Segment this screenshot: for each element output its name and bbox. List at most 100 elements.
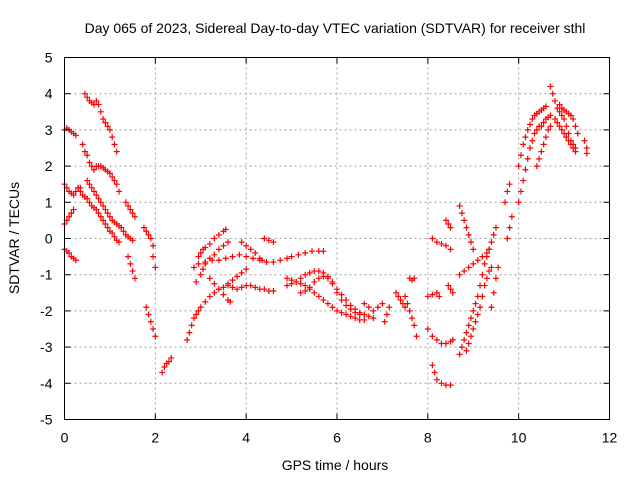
data-point-marker <box>477 304 484 311</box>
data-point-marker <box>490 289 497 296</box>
data-point-marker <box>483 249 490 256</box>
x-tick-label: 2 <box>151 430 159 446</box>
data-point-marker <box>320 297 327 304</box>
data-point-marker <box>449 289 456 296</box>
data-point-marker <box>320 273 327 280</box>
data-point-marker <box>343 311 350 318</box>
data-point-marker <box>190 315 197 322</box>
data-point-marker <box>458 210 465 217</box>
series-arc-15 <box>193 239 231 285</box>
series-arc-24 <box>297 273 363 318</box>
data-point-marker <box>490 231 497 238</box>
data-point-marker <box>431 369 438 376</box>
data-point-marker <box>533 163 540 170</box>
data-point-marker <box>361 300 368 307</box>
data-point-marker <box>347 306 354 313</box>
data-point-marker <box>438 380 445 387</box>
data-point-marker <box>517 152 524 159</box>
data-point-marker <box>70 192 77 199</box>
data-point-marker <box>379 300 386 307</box>
data-point-marker <box>206 275 213 282</box>
data-point-marker <box>488 304 495 311</box>
data-point-marker <box>567 112 574 119</box>
data-point-marker <box>483 275 490 282</box>
data-point-marker <box>150 242 157 249</box>
data-point-marker <box>193 278 200 285</box>
data-points <box>61 83 590 389</box>
data-point-marker <box>561 130 568 137</box>
y-tick-label: -4 <box>40 375 53 391</box>
data-point-marker <box>161 364 168 371</box>
y-tick-label: 0 <box>45 231 53 247</box>
data-point-marker <box>504 188 511 195</box>
data-point-marker <box>302 282 309 289</box>
data-point-marker <box>472 318 479 325</box>
data-point-marker <box>79 141 86 148</box>
data-point-marker <box>186 329 193 336</box>
data-point-marker <box>411 322 418 329</box>
x-tick-label: 4 <box>242 430 250 446</box>
series-arc-27 <box>393 289 409 311</box>
series-arc-35 <box>445 282 456 296</box>
data-point-marker <box>488 239 495 246</box>
data-point-marker <box>68 210 75 217</box>
data-point-marker <box>229 277 236 284</box>
series-arc-37 <box>463 264 495 354</box>
data-point-marker <box>570 116 577 123</box>
data-point-marker <box>570 145 577 151</box>
data-point-marker <box>111 233 118 240</box>
data-point-marker <box>397 297 404 304</box>
series-arc-33 <box>429 235 454 253</box>
data-point-marker <box>259 257 266 264</box>
data-point-marker <box>238 239 245 246</box>
data-point-marker <box>567 141 574 148</box>
data-point-marker <box>552 97 558 104</box>
data-point-marker <box>467 239 474 246</box>
data-point-marker <box>411 275 418 282</box>
data-point-marker <box>127 206 134 213</box>
data-point-marker <box>463 224 470 231</box>
data-point-marker <box>297 280 304 287</box>
data-point-marker <box>465 231 472 238</box>
series-arc-30 <box>424 289 443 300</box>
data-point-marker <box>529 137 536 144</box>
data-point-marker <box>447 286 454 293</box>
y-tick-label: -5 <box>40 412 53 428</box>
data-point-marker <box>449 336 456 343</box>
data-point-marker <box>263 259 270 266</box>
data-point-marker <box>129 237 136 244</box>
data-point-marker <box>66 213 73 220</box>
data-point-marker <box>118 224 125 231</box>
data-point-marker <box>395 293 402 300</box>
data-point-marker <box>111 177 118 184</box>
data-point-marker <box>122 199 129 206</box>
series-arc-25 <box>361 300 386 314</box>
data-point-marker <box>72 132 79 139</box>
data-point-marker <box>102 119 109 126</box>
data-point-marker <box>479 271 486 278</box>
data-point-marker <box>295 251 302 258</box>
series-arc-29 <box>406 275 418 284</box>
data-point-marker <box>131 213 138 220</box>
data-point-marker <box>495 264 502 271</box>
data-point-marker <box>95 195 102 202</box>
data-point-marker <box>225 239 231 246</box>
data-point-marker <box>529 116 536 123</box>
data-point-marker <box>197 249 204 256</box>
data-point-marker <box>111 141 118 148</box>
series-arc-11 <box>140 224 159 271</box>
data-point-marker <box>481 260 488 267</box>
data-point-marker <box>100 202 107 209</box>
series-arc-41 <box>504 213 515 242</box>
data-point-marker <box>352 315 359 322</box>
data-point-marker <box>109 173 116 180</box>
data-point-marker <box>116 239 122 246</box>
data-point-marker <box>458 344 465 351</box>
data-point-marker <box>211 235 218 242</box>
data-point-marker <box>70 206 77 213</box>
data-point-marker <box>152 333 159 340</box>
y-tick-label: -1 <box>40 267 53 283</box>
data-point-marker <box>334 307 340 314</box>
data-point-marker <box>297 275 304 282</box>
